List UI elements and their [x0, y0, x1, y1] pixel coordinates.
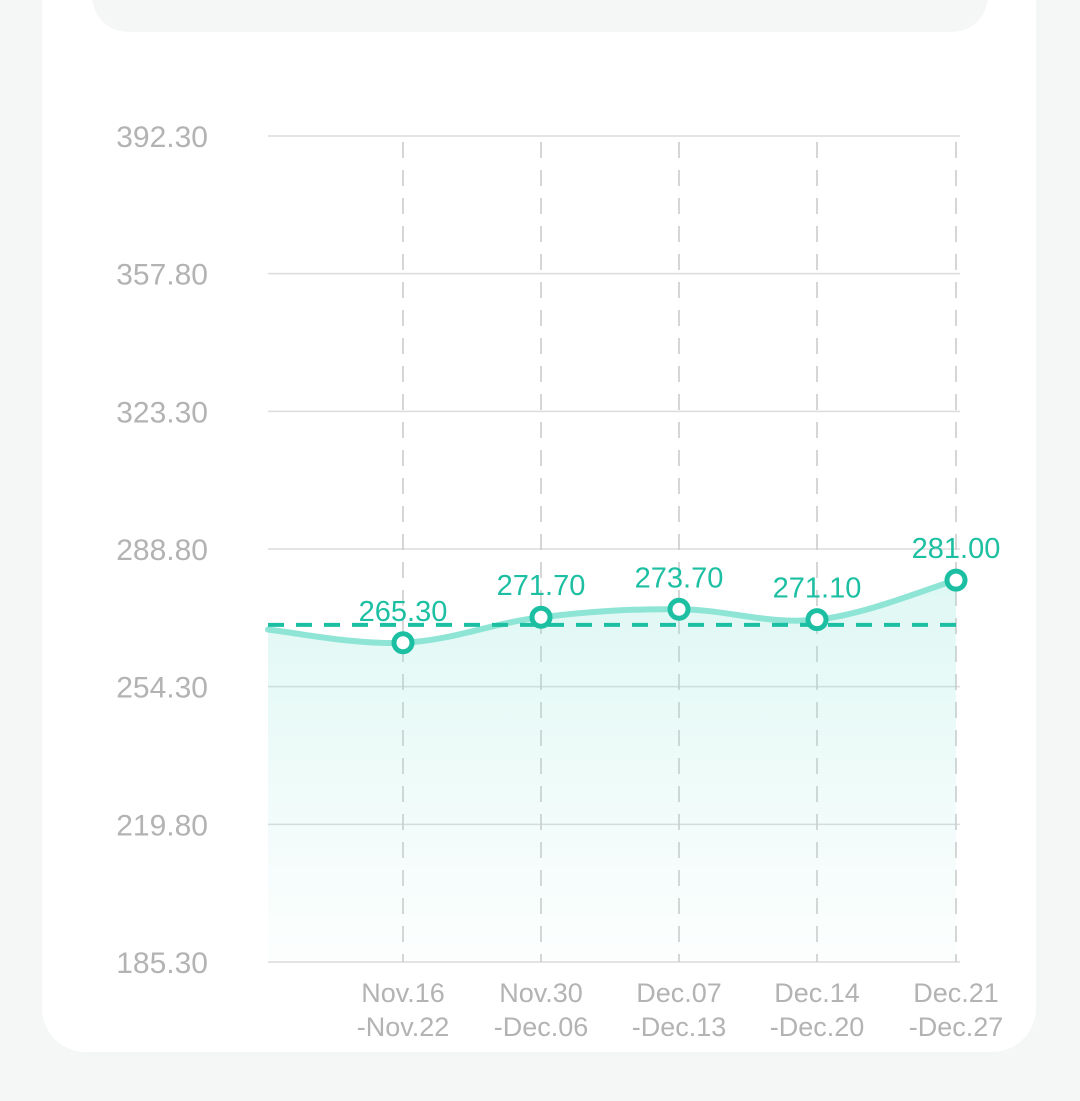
data-point — [944, 568, 968, 592]
data-point — [667, 597, 691, 621]
data-point — [805, 608, 829, 632]
x-tick-label: Nov.30 -Dec.06 — [494, 978, 589, 1042]
data-points — [391, 568, 968, 655]
data-labels: 265.30 271.70 273.70 271.10 281.00 — [359, 533, 1001, 628]
x-tick-label: Dec.07 -Dec.13 — [632, 978, 727, 1042]
y-tick-label: 185.30 — [116, 947, 208, 980]
data-label: 281.00 — [912, 533, 1001, 565]
y-tick-label: 323.30 — [116, 396, 208, 429]
y-tick-label: 254.30 — [116, 672, 208, 705]
data-label: 273.70 — [635, 562, 724, 594]
data-point — [391, 631, 415, 655]
y-tick-label: 392.30 — [116, 121, 208, 154]
data-label: 271.10 — [773, 573, 862, 605]
y-tick-label: 357.80 — [116, 259, 208, 292]
y-tick-label: 288.80 — [116, 534, 208, 567]
x-tick-label: Dec.21 -Dec.27 — [909, 978, 1004, 1042]
data-label: 265.30 — [359, 596, 448, 628]
series-line — [265, 577, 959, 647]
data-point — [529, 605, 553, 629]
x-tick-label: Nov.16 -Nov.22 — [357, 978, 450, 1042]
y-axis-tick-labels: 392.30 357.80 323.30 288.80 254.30 219.80 185.… — [116, 121, 208, 980]
y-tick-label: 219.80 — [116, 809, 208, 842]
x-axis-tick-labels: Nov.16 -Nov.22 Nov.30 -Dec.06 Dec.07 -Dec.13 D… — [357, 978, 1004, 1042]
summary-panel — [92, 0, 988, 32]
data-label: 271.70 — [497, 570, 586, 602]
area-fill — [268, 580, 956, 962]
x-tick-label: Dec.14 -Dec.20 — [770, 978, 865, 1042]
